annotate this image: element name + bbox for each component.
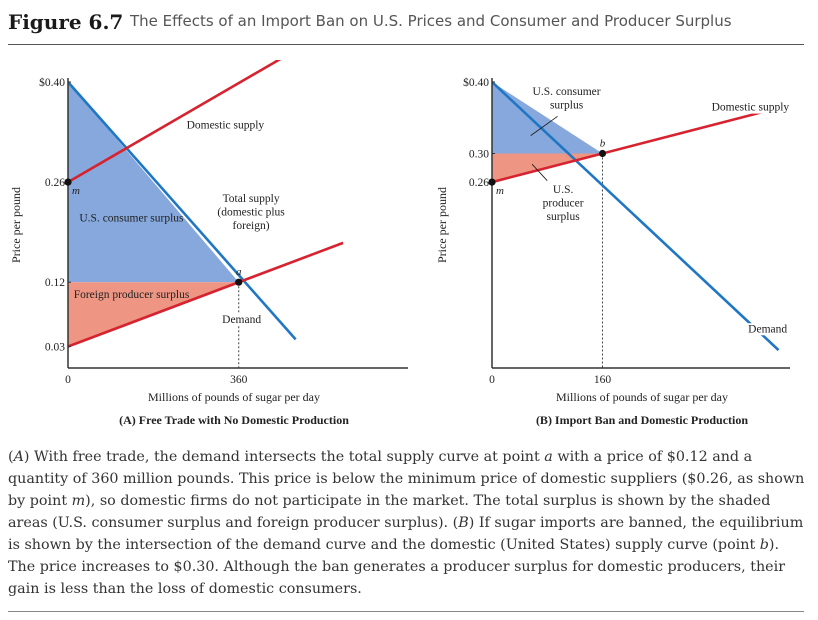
label-b-supply_domestic: Domestic supply: [712, 102, 790, 114]
x-tick-label: 360: [230, 374, 248, 386]
charts-canvas: $0.40 0.26 0.12 0.03 0 360 m a Domestic supply To…: [9, 60, 791, 427]
point-label: a: [236, 266, 242, 278]
y-tick-label: 0.03: [45, 342, 65, 354]
area-b-consumer: [492, 82, 603, 154]
x-axis-title: Millions of pounds of sugar per day: [148, 390, 320, 404]
figure-number: Figure 6.7: [8, 10, 124, 34]
panel-title: (A) Free Trade with No Domestic Producti…: [119, 413, 349, 427]
leader-line: [530, 115, 558, 136]
caption-part: a: [544, 449, 553, 465]
label-bg: [221, 193, 281, 206]
y-tick-label: $0.40: [39, 76, 65, 89]
label-b-ps: producer: [543, 197, 584, 209]
x-tick-label: 160: [594, 374, 612, 386]
label-bg: [231, 220, 271, 233]
label-a-supply_total: Total supply: [223, 193, 280, 205]
caption-part: with a price of $0.12 and a quantity of …: [8, 449, 805, 509]
figure-header: Figure 6.7 The Effects of an Import Ban …: [8, 8, 806, 44]
leader-line: [531, 163, 548, 181]
series-b-1: [492, 105, 783, 184]
point-b-m: [488, 178, 496, 186]
figure-title: The Effects of an Import Ban on U.S. Pri…: [130, 12, 732, 30]
point-b-b: [598, 149, 607, 158]
y-axis-title: Price per pound: [435, 187, 449, 263]
caption-part: ) If sugar imports are banned, the equil…: [8, 515, 804, 553]
y-tick-label: 0.26: [45, 177, 65, 189]
point-label: b: [600, 138, 606, 150]
caption-part: ), so domestic firms do not participate …: [8, 493, 771, 531]
label-b-cs: U.S. consumer: [533, 86, 601, 98]
series-a-0: [68, 81, 297, 341]
caption-part: m: [71, 493, 86, 509]
caption-part: (: [8, 449, 14, 465]
y-tick-label: $0.40: [463, 76, 489, 89]
label-bg: [710, 101, 791, 114]
panel-title: (B) Import Ban and Domestic Production: [536, 413, 748, 427]
label-b-cs: surplus: [550, 99, 584, 111]
series-b-0: [492, 81, 780, 352]
y-tick-label: 0.26: [469, 177, 489, 189]
caption-part: b: [759, 537, 769, 553]
label-a-supply_total: (domestic plus: [217, 207, 285, 219]
label-a-supply_domestic: Domestic supply: [187, 119, 265, 131]
footer-rule: [8, 611, 804, 612]
label-bg: [185, 119, 266, 132]
series-a-1: [68, 60, 282, 184]
point-label: m: [72, 185, 80, 197]
caption-part: ). The price increases to $0.30. Althoug…: [8, 537, 786, 597]
caption-part: A: [13, 449, 24, 465]
y-tick-label: 0.12: [45, 277, 65, 289]
series-a-2: [68, 241, 344, 348]
point-a-a: [235, 278, 243, 286]
label-bg: [216, 206, 287, 219]
point-label: m: [496, 185, 504, 197]
x-tick-label: 0: [65, 374, 71, 386]
label-a-supply_total: foreign): [233, 220, 270, 232]
label-a-demand: Demand: [222, 314, 261, 326]
caption-part: B: [458, 515, 469, 531]
label-b-ps: U.S.: [553, 184, 574, 196]
label-a-cs: U.S. consumer surplus: [79, 212, 184, 224]
header-rule: [8, 44, 804, 45]
y-tick-label: 0.30: [469, 149, 489, 161]
label-b-ps: surplus: [547, 211, 581, 223]
label-a-ps: Foreign producer surplus: [74, 289, 190, 301]
y-axis-title: Price per pound: [9, 187, 23, 263]
point-a-m: [64, 178, 72, 186]
label-bg: [221, 313, 263, 326]
caption-part: ) With free trade, the demand intersects…: [23, 449, 545, 465]
x-axis-title: Millions of pounds of sugar per day: [556, 390, 728, 404]
figure-caption: (A) With free trade, the demand intersec…: [8, 446, 808, 600]
label-bg: [747, 323, 789, 336]
x-tick-label: 0: [489, 374, 495, 386]
label-b-demand: Demand: [748, 323, 787, 335]
